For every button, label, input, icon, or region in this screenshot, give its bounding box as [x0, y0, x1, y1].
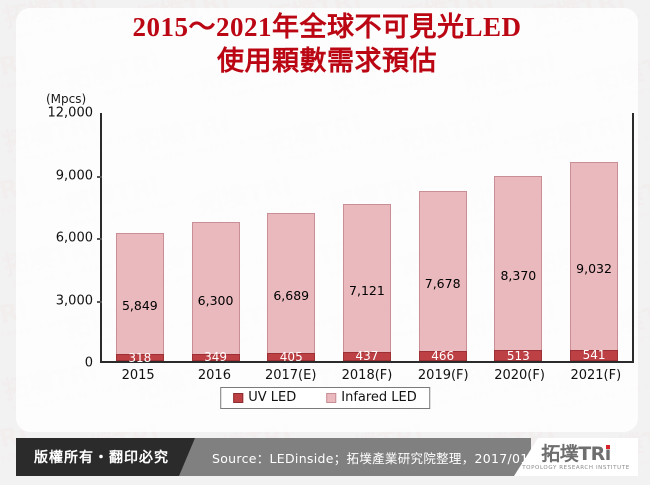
bar-segment-uv-led[interactable]: 513 [494, 348, 543, 363]
plot-area: 0 3,000 6,000 9,000 12,000 5,849 318 6,300 349 6… [48, 106, 634, 371]
y-axis-tick-label: 0 [84, 355, 93, 371]
bar-group[interactable]: 6,300 349 [191, 113, 240, 364]
legend-swatch [326, 392, 337, 403]
chart: (Mpcs) 0 3,000 6,000 9,000 12,000 5,849 318 6,… [46, 92, 634, 409]
bar-value-label-infared-led: 7,121 [349, 282, 385, 298]
y-axis-tick-mark [97, 238, 102, 240]
bar-group[interactable]: 8,370 513 [494, 113, 543, 363]
bar-segment-infared-led[interactable]: 9,032 [570, 161, 619, 350]
x-axis-label: 2016 [197, 368, 231, 383]
logo-red-dot [605, 444, 610, 449]
x-axis-label: 2017(E) [264, 368, 317, 383]
chart-legend: UV LED Infared LED [220, 387, 430, 409]
title-line-2: 使用顆數需求預估 [217, 46, 437, 76]
source-note: Source：LEDinside；拓墣產業研究院整理，2017/01 [212, 450, 529, 466]
bar-group[interactable]: 9,032 541 [570, 113, 619, 363]
bar-series-container: 5,849 318 6,300 349 6,689 405 7,121 437 7,678 466… [102, 113, 632, 365]
bar-segment-uv-led[interactable]: 437 [342, 349, 391, 364]
x-axis-labels: 2015 2016 2017(E) 2018(F) 2019(F) 2020(F) 2021… [100, 368, 634, 383]
logo-wordmark: 拓墣TRi [541, 444, 611, 464]
bar-segment-infared-led[interactable]: 6,689 [267, 213, 316, 353]
legend-label: Infared LED [341, 390, 417, 405]
y-axis-unit-label: (Mpcs) [46, 92, 87, 106]
bar-value-label-uv-led: 405 [279, 349, 303, 364]
legend-label: UV LED [248, 390, 297, 405]
y-axis-tick-mark [97, 300, 102, 303]
footer: 版權所有・翻印必究 Source：LEDinside；拓墣產業研究院整理，201… [16, 438, 638, 476]
bar-segment-infared-led[interactable]: 5,849 [115, 232, 164, 355]
bar-group[interactable]: 6,689 405 [267, 113, 316, 364]
bar-segment-infared-led[interactable]: 6,300 [191, 222, 240, 354]
bar-value-label-infared-led: 6,689 [273, 287, 310, 303]
footer-bar: 版權所有・翻印必究 Source：LEDinside；拓墣產業研究院整理，201… [16, 438, 531, 476]
legend-swatch [233, 392, 244, 403]
bar-segment-infared-led[interactable]: 8,370 [494, 175, 543, 351]
bar-segment-uv-led[interactable]: 318 [115, 351, 164, 365]
bar-segment-uv-led[interactable]: 541 [570, 348, 619, 363]
bar-value-label-uv-led: 318 [128, 350, 152, 365]
bar-segment-infared-led[interactable]: 7,678 [418, 191, 467, 352]
y-axis-tick-label: 9,000 [55, 168, 93, 183]
x-axis-label: 2015 [121, 368, 155, 383]
x-axis-label: 2021(F) [570, 368, 622, 383]
copyright-badge: 版權所有・翻印必究 [16, 438, 195, 476]
bar-segment-uv-led[interactable]: 466 [418, 349, 467, 364]
bar-value-label-infared-led: 7,678 [424, 276, 461, 292]
bar-group[interactable]: 7,121 437 [342, 113, 391, 364]
bar-value-label-uv-led: 466 [431, 349, 455, 364]
bar-value-label-uv-led: 349 [204, 350, 227, 365]
y-axis-tick-label: 3,000 [55, 293, 93, 308]
page-title: 2015～2021年全球不可見光LED 使用顆數需求預估 [16, 10, 638, 78]
bar-value-label-uv-led: 437 [355, 349, 379, 364]
y-axis-tick-label: 12,000 [47, 105, 94, 121]
logo-subtitle: TOPOLOGY RESEARCH INSTITUTE [522, 464, 630, 471]
bar-segment-uv-led[interactable]: 349 [191, 350, 240, 364]
x-axis-label: 2019(F) [417, 368, 469, 383]
bar-value-label-infared-led: 8,370 [500, 268, 537, 284]
tri-logo: 拓墣TRi TOPOLOGY RESEARCH INSTITUTE [514, 438, 638, 476]
legend-item[interactable]: UV LED [233, 390, 296, 405]
x-axis-label: 2018(F) [341, 368, 393, 383]
bar-segment-infared-led[interactable]: 7,121 [342, 203, 391, 352]
x-axis-label: 2020(F) [494, 368, 545, 383]
title-line-1: 2015～2021年全球不可見光LED [132, 12, 522, 42]
bar-value-label-infared-led: 6,300 [197, 293, 234, 309]
bar-group[interactable]: 7,678 466 [418, 113, 467, 364]
logo-wordmark-text: 拓墣TRi [541, 442, 611, 465]
legend-item[interactable]: Infared LED [326, 390, 417, 405]
bar-value-label-infared-led: 5,849 [121, 298, 158, 314]
bar-value-label-infared-led: 9,032 [576, 260, 612, 276]
bar-group[interactable]: 5,849 318 [115, 113, 164, 365]
bar-segment-uv-led[interactable]: 405 [267, 349, 316, 364]
y-axis-tick-label: 6,000 [55, 230, 93, 246]
bar-value-label-uv-led: 541 [582, 348, 606, 363]
bar-value-label-uv-led: 513 [506, 348, 530, 363]
y-axis-tick-mark [97, 175, 102, 178]
